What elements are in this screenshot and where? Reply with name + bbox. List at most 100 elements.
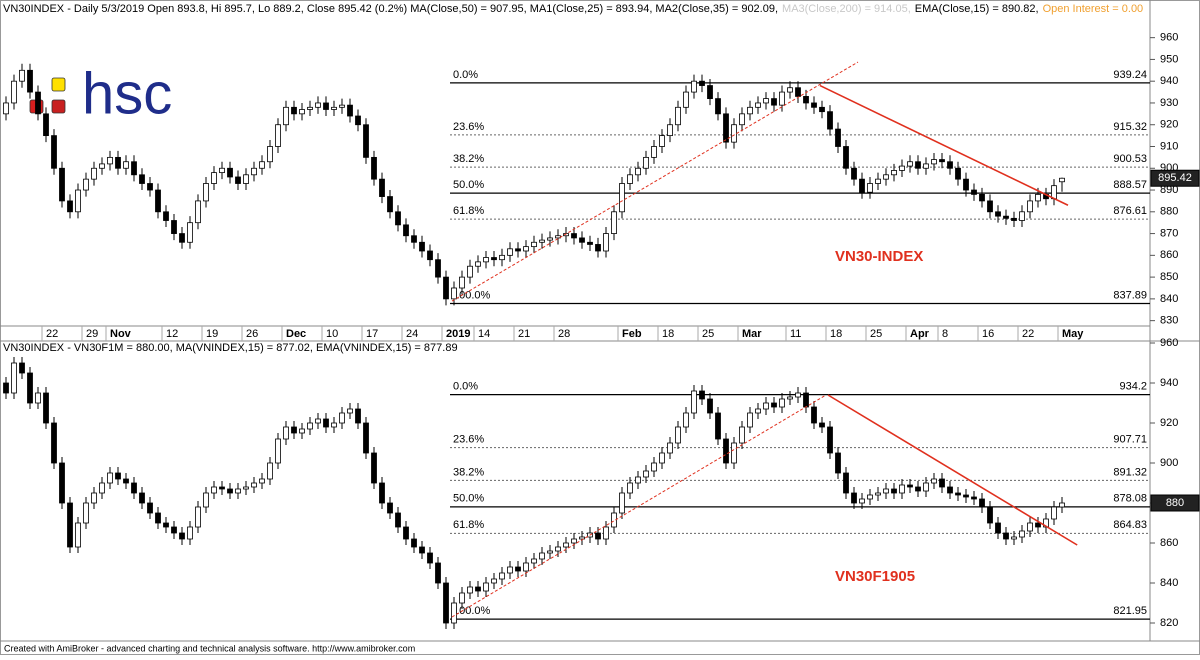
x-tick-label: 25: [870, 328, 882, 340]
candle-body: [283, 106, 289, 126]
candle-body: [339, 104, 345, 108]
candle-body: [675, 426, 681, 444]
last-price-box: [1150, 494, 1200, 512]
candle-body: [827, 111, 833, 130]
candle-body: [771, 402, 777, 408]
title-part: MA3(Close,200) = 914.05,: [782, 3, 911, 15]
candle-body: [659, 135, 665, 147]
candle-body: [187, 222, 193, 243]
candle-body: [1059, 502, 1065, 508]
fib-value: 876.61: [1113, 205, 1147, 217]
x-tick-label: 24: [406, 328, 418, 340]
trendline: [451, 394, 827, 618]
fib-label: 0.0%: [453, 381, 478, 393]
candle-body: [715, 412, 721, 440]
candle-body: [19, 362, 25, 374]
logo-square: [51, 77, 66, 92]
y-tick-label: 840: [1160, 293, 1178, 305]
x-tick-label: 25: [702, 328, 714, 340]
fib-value: 934.2: [1119, 381, 1147, 393]
candle-body: [107, 472, 113, 484]
candle-body: [155, 512, 161, 524]
candle-body: [219, 167, 225, 174]
fib-label: 100.0%: [453, 289, 491, 301]
x-tick-label: Mar: [742, 328, 762, 340]
x-tick-label: 18: [662, 328, 674, 340]
candle-body: [67, 502, 73, 548]
candle-body: [547, 237, 553, 241]
y-tick-label: 950: [1160, 53, 1178, 65]
candle-body: [995, 522, 1001, 534]
candle-body: [1011, 536, 1017, 540]
candle-body: [395, 512, 401, 528]
candle-body: [499, 254, 505, 261]
candle-body: [163, 522, 169, 528]
candle-body: [235, 176, 241, 184]
candle-body: [771, 98, 777, 106]
candle-body: [539, 552, 545, 560]
candle-body: [363, 124, 369, 158]
candle-body: [931, 159, 937, 165]
x-tick-label: 14: [478, 328, 490, 340]
candle-body: [411, 538, 417, 548]
candle-body: [691, 390, 697, 414]
candle-body: [787, 396, 793, 400]
candle-body: [339, 412, 345, 424]
candle-body: [835, 452, 841, 474]
candle-body: [1003, 532, 1009, 540]
candle-body: [851, 167, 857, 180]
y-tick-label: 820: [1160, 617, 1178, 629]
candle-body: [243, 174, 249, 184]
candle-body: [923, 163, 929, 169]
candle-body: [395, 211, 401, 226]
candle-body: [707, 398, 713, 414]
candle-body: [451, 287, 457, 300]
candle-body: [675, 106, 681, 126]
candle-body: [619, 492, 625, 514]
candle-body: [531, 558, 537, 564]
candle-body: [3, 102, 9, 115]
candle-body: [579, 536, 585, 540]
annotation: VN30-INDEX: [835, 248, 923, 265]
candle-body: [43, 113, 49, 137]
candle-body: [251, 167, 257, 176]
candle-body: [75, 522, 81, 548]
candle-body: [971, 189, 977, 195]
candle-body: [131, 161, 137, 176]
candle-body: [883, 488, 889, 494]
candle-body: [291, 106, 297, 115]
y-tick-label: 930: [1160, 97, 1178, 109]
x-tick-label: 10: [326, 328, 338, 340]
candle-body: [411, 235, 417, 243]
candle-body: [699, 80, 705, 86]
title-part: VN30INDEX - Daily 5/3/2019 Open 893.8, H…: [3, 3, 778, 15]
candle-body: [235, 488, 241, 494]
candle-body: [859, 498, 865, 504]
y-tick-label: 860: [1160, 249, 1178, 261]
candle-body: [27, 69, 33, 93]
fib-value: 837.89: [1113, 289, 1147, 301]
candle-body: [155, 189, 161, 213]
candle-body: [1035, 193, 1041, 202]
candle-body: [539, 239, 545, 243]
candle-body: [123, 478, 129, 484]
x-tick-label: 8: [942, 328, 948, 340]
candle-body: [603, 526, 609, 540]
candle-body: [963, 178, 969, 191]
x-tick-label: 18: [830, 328, 842, 340]
x-tick-label: 12: [166, 328, 178, 340]
candle-body: [403, 224, 409, 237]
candle-body: [563, 542, 569, 548]
candle-body: [627, 482, 633, 494]
candle-body: [195, 200, 201, 224]
candle-body: [987, 200, 993, 213]
candle-body: [667, 442, 673, 454]
y-tick-label: 890: [1160, 184, 1178, 196]
candle-body: [307, 422, 313, 430]
x-tick-label: 26: [246, 328, 258, 340]
candle-body: [603, 233, 609, 252]
candle-body: [667, 124, 673, 137]
y-tick-label: 880: [1160, 206, 1178, 218]
candle-body: [227, 488, 233, 494]
candle-body: [355, 115, 361, 126]
